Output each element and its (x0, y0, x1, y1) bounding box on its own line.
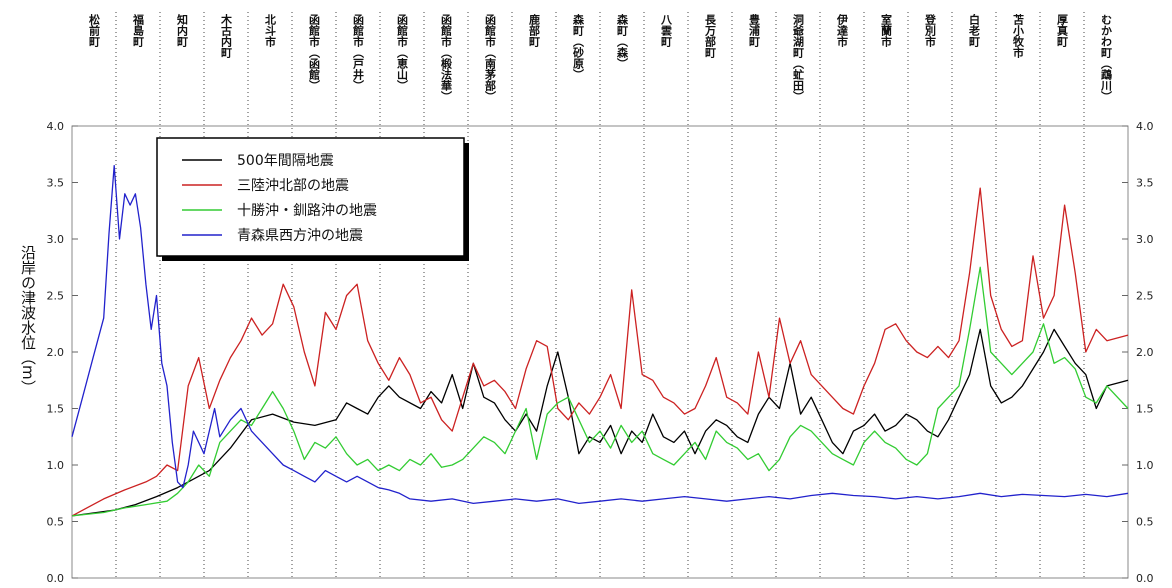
place-label-9: 函館市（南茅部） (484, 13, 498, 102)
series-line-2 (71, 266, 1129, 517)
place-label-1: 福島町 (132, 13, 146, 48)
place-label-18: 室蘭市 (880, 13, 893, 48)
place-label-0: 松前町 (88, 13, 101, 48)
y-tick-label-left-8: 4.0 (47, 120, 65, 133)
place-label-16: 洞爺湖町（虻田） (792, 13, 806, 102)
y-tick-label-right-2: 1.0 (1136, 459, 1154, 472)
legend-label-2: 十勝沖・釧路沖の地震 (237, 203, 377, 219)
place-labels: 松前町 福島町 知内町 木古内町 北斗市 函館市（函館） 函館市（戸井） 函館市（恵山） 函館市… (88, 13, 1114, 102)
place-label-2: 知内町 (176, 13, 190, 48)
y-tick-label-right-3: 1.5 (1136, 403, 1154, 416)
series-lines (71, 164, 1129, 517)
place-label-5: 函館市（函館） (308, 13, 322, 91)
place-label-8: 函館市（椴法華） (440, 13, 454, 102)
place-label-3: 木古内町 (220, 13, 234, 59)
y-tick-label-left-3: 1.5 (47, 403, 65, 416)
series-line-0 (71, 328, 1129, 517)
y-tick-label-right-4: 2.0 (1136, 346, 1154, 359)
y-tick-label-left-2: 1.0 (47, 459, 65, 472)
y-tick-label-left-6: 3.0 (47, 233, 65, 246)
place-label-4: 北斗市 (264, 13, 277, 48)
place-label-7: 函館市（恵山） (396, 13, 410, 91)
y-tick-label-right-7: 3.5 (1136, 177, 1154, 190)
place-guides (115, 12, 1085, 578)
y-tick-label-left-5: 2.5 (47, 290, 65, 303)
place-label-6: 函館市（戸井） (352, 13, 366, 91)
y-axis-label: 沿岸の津波水位（m） (19, 245, 37, 395)
y-tick-label-right-5: 2.5 (1136, 290, 1154, 303)
series-line-1 (71, 187, 1129, 517)
legend-box (156, 137, 465, 257)
y-tick-label-left-7: 3.5 (47, 177, 65, 190)
place-label-13: 八雲町 (660, 14, 674, 48)
legend-label-1: 三陸沖北部の地震 (237, 178, 349, 194)
place-label-19: 登別市 (924, 13, 938, 48)
y-tick-label-right-0: 0.0 (1136, 572, 1154, 585)
place-label-15: 豊浦町 (748, 13, 761, 48)
y-tick-label-left-0: 0.0 (47, 572, 65, 585)
y-tick-label-right-1: 0.5 (1136, 516, 1154, 529)
place-label-10: 鹿部町 (528, 13, 541, 48)
y-tick-label-left-4: 2.0 (47, 346, 65, 359)
place-label-12: 森町（森） (616, 13, 630, 69)
series-line-3 (71, 164, 1129, 505)
y-ticks-right: 0.0 0.5 1.0 1.5 2.0 2.5 3.0 3.5 4.0 (1122, 120, 1154, 585)
y-tick-label-right-6: 3.0 (1136, 233, 1154, 246)
y-tick-label-right-8: 4.0 (1136, 120, 1154, 133)
place-label-20: 白老町 (968, 13, 982, 48)
y-ticks-left: 0.0 0.5 1.0 1.5 2.0 2.5 3.0 3.5 4.0 (47, 120, 78, 585)
place-label-21: 苫小牧市 (1012, 13, 1026, 59)
place-label-22: 厚真町 (1056, 14, 1069, 48)
legend-label-0: 500年間隔地震 (237, 153, 334, 169)
y-tick-label-left-1: 0.5 (47, 516, 65, 529)
place-label-23: むかわ町（鵡川） (1100, 14, 1114, 102)
place-label-11: 森町（砂原） (572, 13, 586, 80)
place-label-17: 伊達市 (836, 13, 850, 48)
legend-label-3: 青森県西方沖の地震 (237, 228, 363, 244)
place-label-14: 長万部町 (704, 14, 718, 59)
